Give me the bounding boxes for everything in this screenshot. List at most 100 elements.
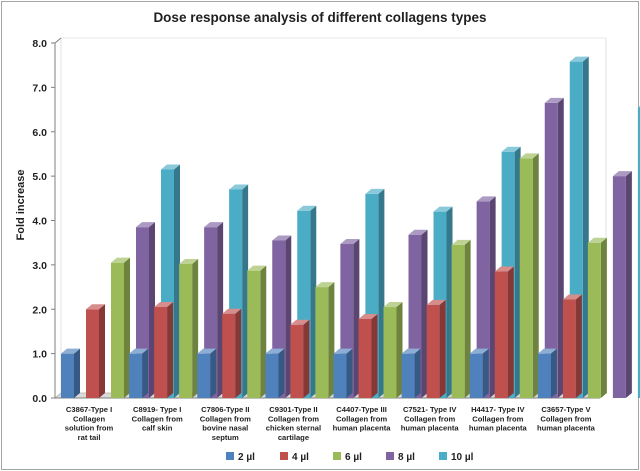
bar (247, 265, 267, 398)
bar (544, 97, 564, 398)
bar-front (383, 307, 397, 398)
bar-front (86, 309, 99, 398)
y-tick-label: 5.0 (32, 171, 47, 183)
y-tick-label: 1.0 (32, 349, 47, 361)
bar (519, 153, 539, 398)
x-category-label-line: C3657-Type V (541, 405, 591, 414)
bar-top (408, 229, 428, 235)
x-category-label-line: C4407-Type III (336, 405, 387, 414)
bar-side (192, 258, 199, 398)
legend-swatch (439, 452, 447, 460)
bar (451, 239, 471, 398)
bar-side (142, 348, 149, 398)
bar-side (507, 266, 514, 398)
bar-top (297, 205, 317, 211)
bar-top (222, 308, 242, 314)
bar-top (426, 299, 446, 305)
x-category-label-line: C9301-Type II (269, 405, 317, 414)
x-category-label-line: human placenta (469, 424, 528, 433)
bar (383, 302, 403, 398)
bar-front (494, 271, 508, 398)
bar-front (222, 313, 236, 398)
bar-side (278, 348, 285, 398)
bar (637, 105, 640, 398)
bar-top (154, 302, 174, 308)
bar (290, 319, 310, 398)
bar-side (260, 265, 267, 398)
bar-side (532, 153, 539, 398)
bar-side (550, 348, 557, 398)
bar-side (600, 237, 607, 398)
bar-side (446, 206, 453, 398)
bar-side (414, 348, 421, 398)
legend-item: 4 µl (280, 452, 309, 463)
bar-top (161, 164, 180, 170)
bar-front (265, 353, 279, 398)
x-category-label-line: C3867-Type I (66, 405, 112, 414)
x-category-label-line: septum (212, 433, 239, 442)
legend-label: 6 µl (345, 452, 362, 463)
bar (612, 171, 632, 398)
bars (61, 56, 640, 398)
bar-front (315, 287, 329, 398)
bar (469, 348, 489, 398)
bar-side (242, 184, 249, 398)
bar (426, 299, 446, 398)
x-category-label-line: rat tail (78, 433, 101, 442)
y-tick-label: 7.0 (32, 82, 47, 94)
bar-top (204, 222, 224, 228)
bar-side (482, 348, 489, 398)
x-category-label-line: C8919- Type I (133, 405, 181, 414)
bar-top (544, 97, 564, 103)
x-category-label-line: H4417- Type IV (471, 405, 525, 414)
bar-top (587, 237, 607, 243)
bar-side (149, 222, 155, 398)
x-category-label-line: Collagen from (472, 414, 523, 423)
bar (222, 308, 242, 398)
bar-top (111, 257, 130, 263)
legend-item: 2 µl (226, 452, 255, 463)
x-category-label-line: chicken sternal (266, 424, 321, 433)
x-category-label: C7806-Type II Collagen from bovine nasal se… (200, 405, 251, 442)
bar-top (537, 348, 557, 354)
bar-top (569, 56, 589, 62)
x-category-labels: C3867-Type I Collagen solution from rat tai… (65, 405, 596, 442)
bar-side (174, 164, 180, 398)
x-category-label: C8919- Type I Collagen from calf skin (132, 405, 183, 433)
bar-top (197, 348, 217, 354)
bar-side (285, 235, 292, 398)
bar-top (476, 196, 496, 202)
bar-top (612, 171, 632, 177)
y-axis-label: Fold increase (15, 170, 27, 241)
bar-front (519, 158, 533, 398)
bar-front (544, 102, 558, 398)
y-tick-label: 3.0 (32, 260, 47, 272)
x-category-label-line: Collagen from (268, 414, 319, 423)
bar-top (272, 235, 292, 241)
bar (265, 348, 285, 398)
bar-side (514, 146, 521, 398)
x-category-label-line: Collagen from (336, 414, 387, 423)
y-tick-label: 6.0 (32, 127, 47, 139)
bar-side (167, 302, 174, 398)
bar-top (562, 294, 582, 300)
bar-top (340, 239, 360, 245)
bar-front (562, 299, 576, 398)
bar-top (494, 266, 514, 272)
bar-top (179, 258, 199, 264)
x-category-label-line: Collagen from (200, 414, 251, 423)
bar-front (537, 353, 551, 398)
x-category-label-line: Collagen from (132, 414, 183, 423)
x-category-label-line: C7521- Type IV (403, 405, 457, 414)
chart-title: Dose response analysis of different coll… (153, 10, 486, 25)
x-category-label: C3657-Type V Collagen from human placenta (537, 405, 596, 433)
bar-top (315, 282, 335, 288)
bar-front (61, 353, 74, 398)
bar (129, 348, 149, 398)
x-category-label-line: solution from (65, 424, 114, 433)
bar-front (587, 242, 601, 398)
bar (315, 282, 335, 398)
x-category-label-line: Collagen from (404, 414, 455, 423)
y-axis-depth (54, 37, 62, 44)
